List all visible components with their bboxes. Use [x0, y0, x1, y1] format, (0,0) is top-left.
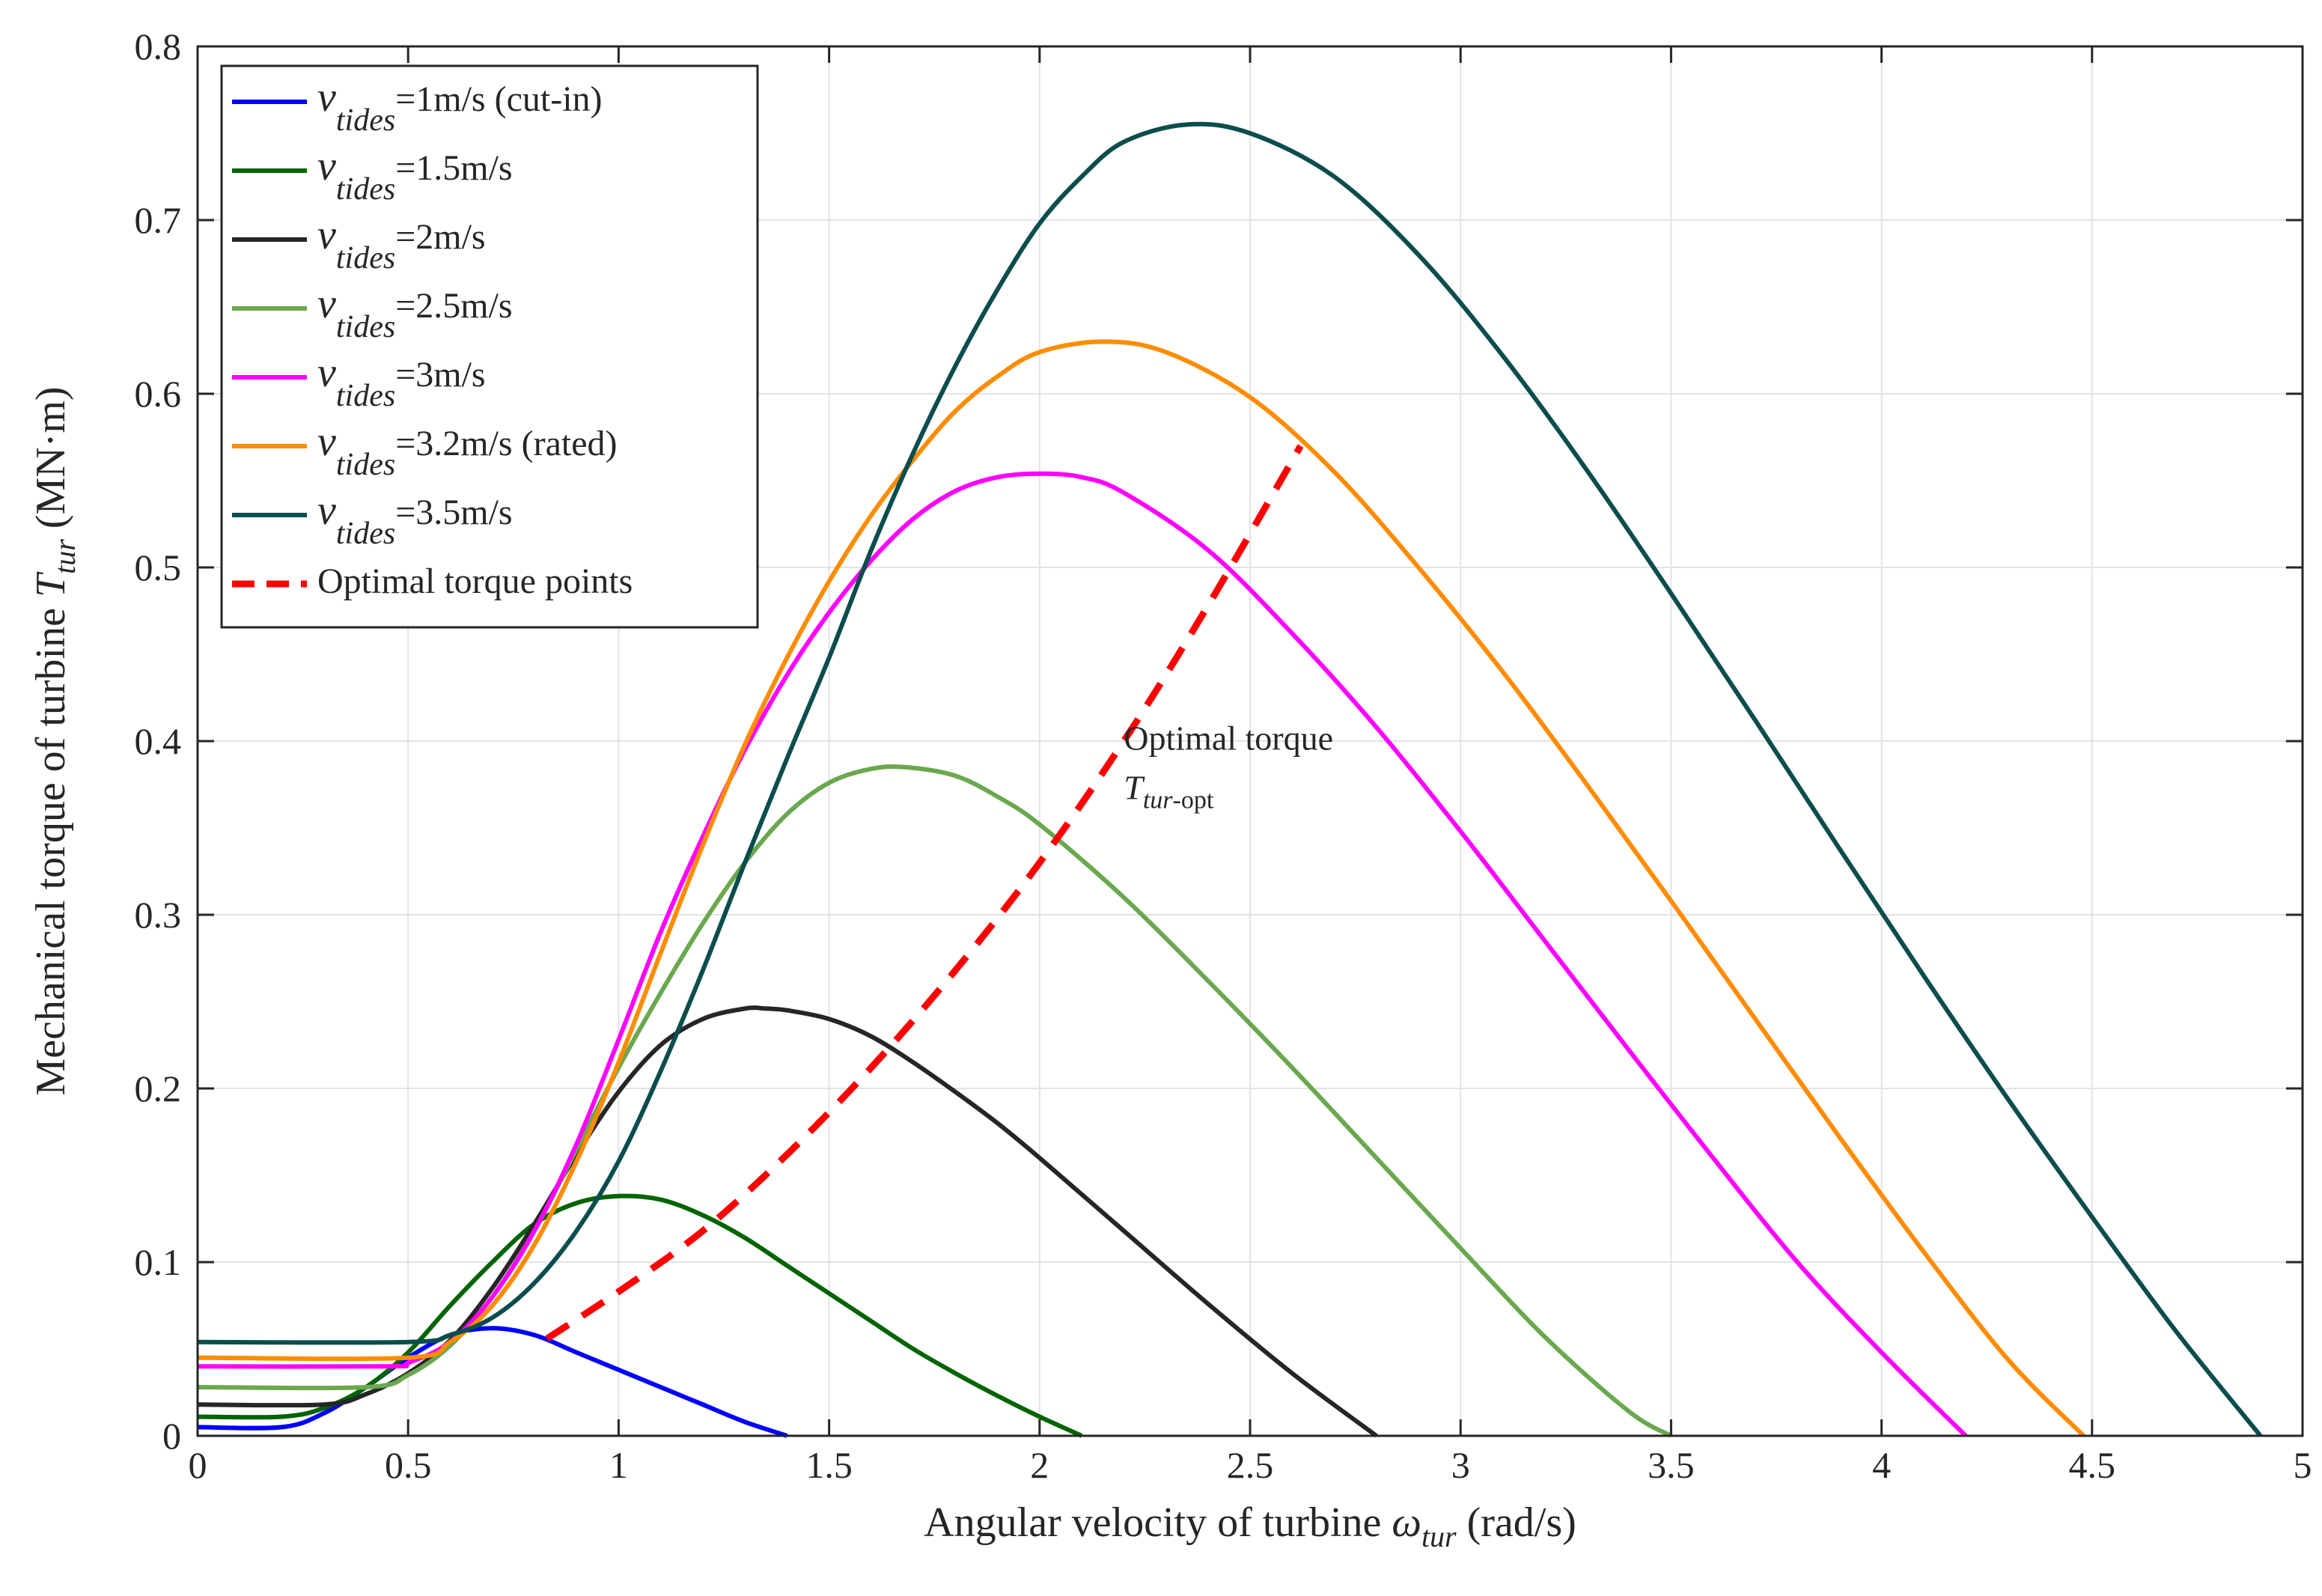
axis-ticks: 0 0.5 1 1.5 2 2.5 3 3.5 4 4.5 5 0 0.1 0.2 0.3 0.4 0.5 0.6…	[135, 25, 2312, 1486]
series-3-5ms	[197, 121, 2263, 1437]
series-cut-in-1ms	[197, 1326, 788, 1438]
y-tick-label: 0	[162, 1415, 181, 1457]
x-tick-label: 4.5	[2069, 1444, 2116, 1486]
x-tick-label: 1.5	[805, 1444, 853, 1486]
legend-item-rated: νtides=3.2m/s (rated)	[232, 418, 618, 482]
legend-item-1-5ms: νtides=1.5m/s	[232, 143, 513, 207]
series-lines	[197, 121, 2263, 1438]
legend-label: νtides=3.2m/s (rated)	[317, 418, 618, 482]
series-optimal-torque	[545, 444, 1304, 1341]
legend-item-optimal: Optimal torque points	[232, 561, 633, 601]
legend-label: νtides=1.5m/s	[317, 143, 513, 207]
legend-label: νtides=2.5m/s	[317, 281, 513, 344]
legend-label: νtides=3m/s	[317, 350, 486, 413]
legend-label: νtides=1m/s (cut-in)	[317, 74, 603, 138]
x-tick-label: 0.5	[385, 1444, 432, 1486]
y-tick-label: 0.7	[135, 199, 182, 241]
legend-item-3ms: νtides=3m/s	[232, 350, 486, 413]
series-1-5ms	[197, 1193, 1083, 1438]
y-tick-label: 0.6	[135, 373, 182, 415]
axis-labels: Angular velocity of turbine ωtur (rad/s)…	[28, 386, 1576, 1553]
annotations: Optimal torque Ttur-opt	[1124, 719, 1333, 814]
legend-item-2ms: νtides=2m/s	[232, 212, 486, 275]
x-tick-label: 4	[1872, 1444, 1891, 1486]
x-tick-label: 1	[609, 1444, 628, 1486]
series-rated-3-2ms	[197, 339, 2085, 1438]
x-tick-label: 3	[1451, 1444, 1470, 1486]
y-tick-label: 0.4	[135, 720, 182, 762]
x-tick-label: 5	[2294, 1444, 2312, 1486]
annotation-optimal-torque-title: Optimal torque	[1124, 719, 1333, 758]
annotation-optimal-torque-symbol: Ttur-opt	[1124, 769, 1214, 814]
y-tick-label: 0.5	[135, 546, 182, 588]
legend-item-3-5ms: νtides=3.5m/s	[232, 487, 513, 551]
series-3ms	[197, 471, 1968, 1438]
x-tick-label: 0	[189, 1444, 207, 1486]
y-axis-title: Mechanical torque of turbine Ttur (MN·m)	[28, 386, 82, 1095]
legend: νtides=1m/s (cut-in)νtides=1.5m/sνtides=…	[220, 64, 759, 629]
x-tick-label: 3.5	[1648, 1444, 1695, 1486]
y-tick-label: 0.2	[135, 1067, 182, 1109]
y-tick-label: 0.8	[135, 25, 182, 67]
x-tick-label: 2.5	[1227, 1444, 1274, 1486]
legend-label: Optimal torque points	[317, 561, 633, 601]
legend-box	[220, 64, 759, 629]
legend-label: νtides=2m/s	[317, 212, 486, 275]
y-tick-label: 0.3	[135, 894, 182, 936]
legend-item-cut-in: νtides=1m/s (cut-in)	[232, 74, 603, 138]
x-axis-title: Angular velocity of turbine ωtur (rad/s)	[924, 1499, 1576, 1553]
legend-label: νtides=3.5m/s	[317, 487, 513, 551]
legend-item-2-5ms: νtides=2.5m/s	[232, 281, 513, 344]
y-tick-label: 0.1	[135, 1241, 182, 1283]
x-tick-label: 2	[1030, 1444, 1049, 1486]
